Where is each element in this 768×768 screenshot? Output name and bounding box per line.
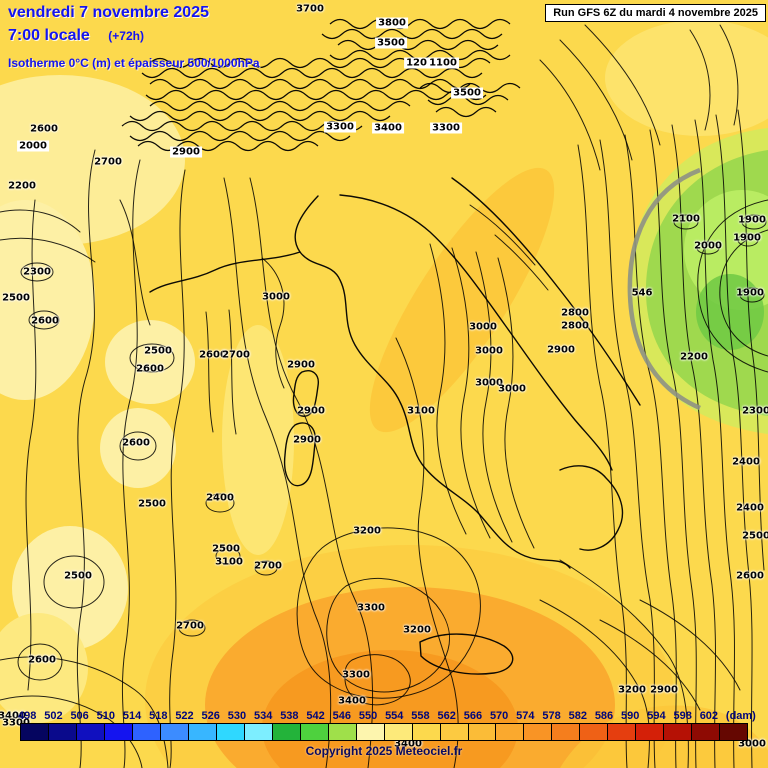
legend-color-cell: [692, 724, 721, 740]
legend-color-cell: [468, 724, 497, 740]
legend-value: 538: [280, 710, 299, 722]
legend-value: 526: [201, 710, 220, 722]
legend-color-cell: [552, 724, 581, 740]
legend-color-cell: [524, 724, 553, 740]
legend-value: 570: [489, 710, 509, 722]
legend-value: 546: [332, 710, 351, 722]
thickness-546-ring: [627, 167, 701, 411]
forecast-time: 7:00 locale: [8, 27, 90, 44]
legend-value: 566: [463, 710, 483, 722]
legend-value: 550: [358, 710, 378, 722]
legend-color-cell: [328, 724, 357, 740]
legend-value: 594: [647, 710, 666, 722]
legend-color-cell: [216, 724, 245, 740]
forecast-time-row: 7:00 locale (+72h): [8, 27, 260, 45]
legend-color-cell: [384, 724, 413, 740]
legend-color-bar: [20, 723, 748, 741]
legend-color-cell: [356, 724, 385, 740]
legend-color-cell: [104, 724, 133, 740]
legend-color-cell: [188, 724, 217, 740]
legend-color-cell: [300, 724, 329, 740]
legend-color-cell: [160, 724, 189, 740]
contour-lines: [0, 24, 768, 768]
legend-color-cell: [720, 724, 748, 740]
forecast-offset: (+72h): [108, 29, 144, 43]
legend-color-cell: [636, 724, 665, 740]
legend-value: 554: [385, 710, 404, 722]
map-header: vendredi 7 novembre 2025 7:00 locale (+7…: [8, 4, 260, 70]
legend-color-cell: [48, 724, 77, 740]
legend-color-cell: [496, 724, 525, 740]
legend-value: 506: [70, 710, 89, 722]
legend: 498 502 506 510 514 518 522 526 530 534 538 542 546 5…: [0, 710, 768, 758]
forecast-date: vendredi 7 novembre 2025: [8, 4, 209, 21]
legend-color-cell: [664, 724, 693, 740]
legend-value: 542: [306, 710, 325, 722]
legend-color-cell: [440, 724, 469, 740]
legend-color-cell: [244, 724, 273, 740]
legend-value: 498: [18, 710, 37, 722]
legend-value: 514: [122, 710, 142, 722]
legend-value: 534: [253, 710, 273, 722]
legend-color-cell: [608, 724, 637, 740]
legend-value: 530: [227, 710, 247, 722]
legend-scale-values: 498 502 506 510 514 518 522 526 530 534 538 542 546 5…: [0, 710, 768, 722]
legend-value: 562: [437, 710, 456, 722]
legend-color-cell: [412, 724, 441, 740]
legend-color-cell: [21, 724, 49, 740]
legend-value: 578: [542, 710, 561, 722]
legend-value: 510: [96, 710, 116, 722]
legend-color-cell: [132, 724, 161, 740]
copyright-text: Copyright 2025 Meteociel.fr: [305, 744, 463, 758]
legend-value: 590: [621, 710, 640, 722]
legend-value: 586: [594, 710, 614, 722]
legend-value: 522: [175, 710, 194, 722]
legend-value: 602: [699, 710, 719, 722]
legend-value: 582: [568, 710, 587, 722]
legend-value: 502: [44, 710, 63, 722]
alps-dense-contours: [121, 18, 521, 152]
legend-color-cell: [76, 724, 105, 740]
legend-unit: (dam): [725, 710, 756, 722]
map-subtitle: Isotherme 0°C (m) et épaisseur 500/1000h…: [8, 56, 260, 70]
legend-value: 574: [516, 710, 535, 722]
legend-color-cell: [580, 724, 609, 740]
legend-value: 518: [149, 710, 168, 722]
legend-value: 598: [673, 710, 692, 722]
legend-value: 558: [411, 710, 430, 722]
run-info-box: Run GFS 6Z du mardi 4 novembre 2025: [545, 4, 766, 22]
legend-color-cell: [272, 724, 301, 740]
